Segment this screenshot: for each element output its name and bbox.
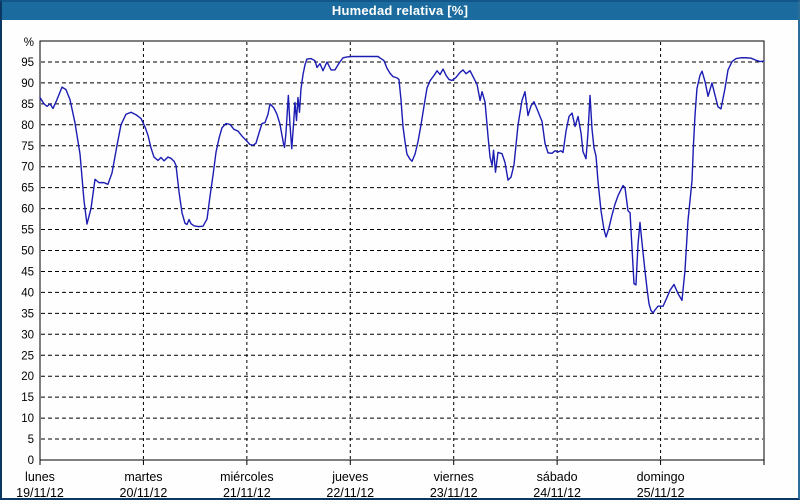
x-day-label: lunes xyxy=(25,470,55,484)
x-day-label: sábado xyxy=(537,470,578,484)
y-tick-label: 25 xyxy=(21,350,34,362)
y-tick-label: 80 xyxy=(21,120,34,132)
y-tick-label: 0 xyxy=(28,455,34,467)
y-tick-label: 75 xyxy=(21,141,34,153)
x-date-label: 25/11/12 xyxy=(637,486,685,498)
x-date-label: 20/11/12 xyxy=(120,486,168,498)
y-tick-label: 10 xyxy=(21,413,34,425)
x-day-label: martes xyxy=(124,470,162,484)
chart-title-bar: Humedad relativa [%] xyxy=(2,2,798,20)
y-axis-unit-label: % xyxy=(24,37,34,49)
y-tick-label: 60 xyxy=(21,204,34,216)
x-date-label: 19/11/12 xyxy=(16,486,64,498)
y-tick-label: 50 xyxy=(21,246,34,258)
x-day-label: domingo xyxy=(637,470,685,484)
x-day-label: miércoles xyxy=(220,470,274,484)
plot-frame xyxy=(39,40,765,461)
y-tick-label: 45 xyxy=(21,266,34,278)
y-tick-label: 35 xyxy=(21,308,34,320)
chart-title: Humedad relativa [%] xyxy=(331,3,469,18)
x-day-label: viernes xyxy=(434,470,474,484)
y-tick-label: 20 xyxy=(21,371,34,383)
y-tick-label: 65 xyxy=(21,183,34,195)
x-date-label: 23/11/12 xyxy=(430,486,478,498)
x-date-label: 24/11/12 xyxy=(533,486,581,498)
y-tick-label: 70 xyxy=(21,162,34,174)
y-tick-label: 55 xyxy=(21,225,34,237)
y-tick-label: 5 xyxy=(28,434,34,446)
y-tick-label: 15 xyxy=(21,392,34,404)
y-tick-label: 95 xyxy=(21,57,34,69)
y-tick-label: 90 xyxy=(21,78,34,90)
x-date-label: 21/11/12 xyxy=(223,486,271,498)
x-date-label: 22/11/12 xyxy=(326,486,374,498)
humidity-chart: 0 5 10 15 20 25 30 35 40 45 50 55 60 65 70 75 80 85 90 95% l… xyxy=(16,37,765,498)
x-day-label: jueves xyxy=(331,470,368,484)
humidity-line xyxy=(39,55,765,314)
y-tick-label: 85 xyxy=(21,99,34,111)
y-tick-label: 30 xyxy=(21,329,34,341)
y-tick-label: 40 xyxy=(21,287,34,299)
